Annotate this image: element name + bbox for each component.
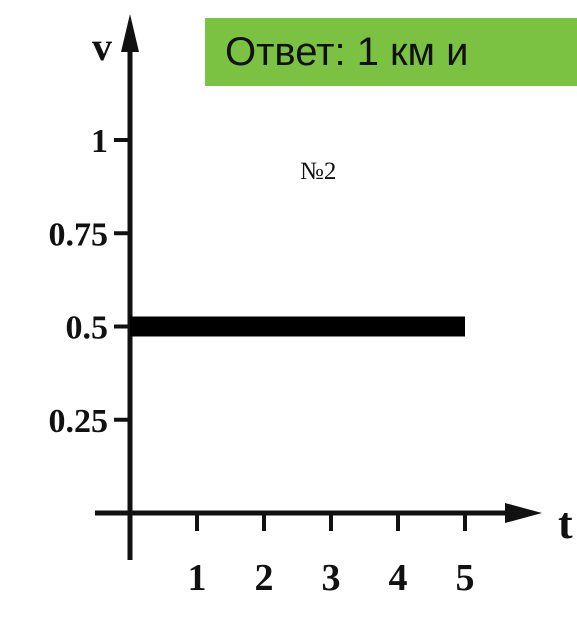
- x-tick-label: 1: [188, 557, 207, 599]
- labels: 0.25 0.5 0.75 1 1 2 3 4 5 v t: [49, 24, 574, 599]
- y-tick-label: 0.25: [49, 403, 109, 440]
- axes: [95, 14, 542, 560]
- x-axis-arrow: [505, 503, 542, 523]
- x-tick-label: 3: [322, 557, 341, 599]
- y-tick-label: 1: [91, 123, 108, 160]
- y-axis-arrow: [121, 14, 139, 52]
- answer-banner: Ответ: 1 км и: [205, 18, 577, 86]
- y-tick-label: 0.5: [66, 310, 109, 347]
- x-tick-label: 5: [456, 557, 475, 599]
- answer-text: Ответ: 1 км и: [225, 30, 469, 74]
- y-axis-label: v: [92, 24, 112, 69]
- x-tick-label: 2: [255, 557, 274, 599]
- y-tick-label: 0.75: [49, 216, 109, 253]
- ticks: [114, 138, 467, 531]
- x-axis-label: t: [558, 499, 573, 548]
- problem-number: №2: [300, 158, 337, 185]
- x-tick-label: 4: [389, 557, 408, 599]
